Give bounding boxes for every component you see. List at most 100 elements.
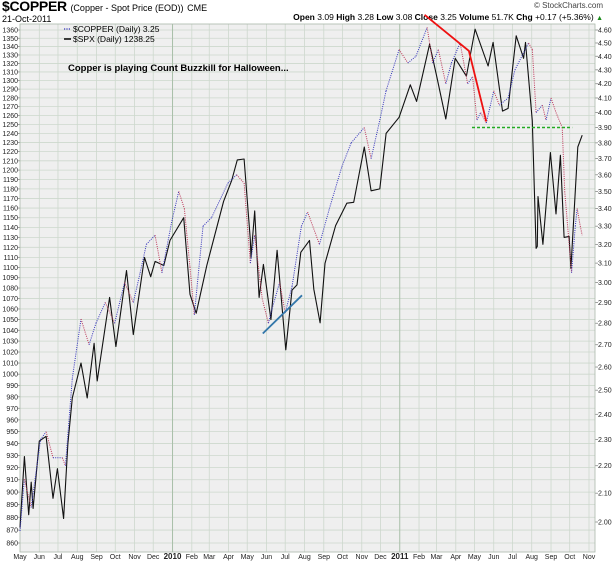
- x-axis-label: Apr: [223, 554, 235, 561]
- x-axis-label: Nov: [128, 554, 141, 561]
- left-axis-label: 1160: [3, 206, 18, 213]
- right-axis-label: 2.80: [598, 321, 612, 328]
- copper-segment: [243, 183, 251, 264]
- legend: $COPPER (Daily) 3.25 $SPX (Daily) 1238.2…: [64, 24, 160, 44]
- left-axis-label: 980: [6, 394, 18, 401]
- symbol: $COPPER: [2, 0, 67, 14]
- blue-trendline: [262, 294, 303, 335]
- copper-segment: [249, 235, 256, 264]
- x-axis-label: Sep: [545, 554, 558, 561]
- x-axis-label: Dec: [374, 554, 387, 561]
- copper-segment: [459, 42, 469, 84]
- copper-segment: [271, 282, 281, 309]
- left-axis-label: 1110: [3, 255, 18, 262]
- x-axis-label: Sep: [90, 554, 103, 561]
- red-trendline: [424, 14, 488, 122]
- copyright[interactable]: © StockCharts.com: [533, 1, 603, 10]
- left-axis-label: 1100: [3, 265, 18, 272]
- x-axis-label: Mar: [430, 554, 443, 561]
- right-axis-label: 3.80: [598, 140, 612, 147]
- x-axis-label: Jul: [281, 554, 290, 561]
- left-axis-label: 1240: [2, 131, 18, 138]
- left-axis-label: 990: [6, 383, 18, 390]
- open-label: Open: [293, 12, 315, 22]
- left-axis-label: 1310: [2, 69, 18, 76]
- left-axis-label: 1180: [3, 186, 18, 193]
- copper-segment: [161, 220, 173, 273]
- copper-segment: [437, 49, 447, 84]
- left-axis-label: 1360: [2, 28, 18, 35]
- left-axis-label: 1080: [2, 286, 18, 293]
- symbol-name: (Copper - Spot Price (EOD)): [70, 3, 184, 13]
- annotation-lines: [262, 14, 573, 335]
- x-axis-label: 2011: [391, 552, 409, 561]
- chart-date: 21-Oct-2011: [2, 14, 52, 24]
- copper-segment: [307, 211, 320, 245]
- copper-segment: [507, 69, 516, 99]
- copper-segment: [254, 235, 263, 299]
- legend-spx: $SPX (Daily) 1238.25: [73, 34, 155, 44]
- copper-segment: [61, 457, 66, 466]
- copper-segment: [574, 208, 578, 227]
- copper-segment: [426, 27, 434, 64]
- copper-segment: [291, 226, 302, 287]
- copper-segment: [476, 112, 482, 121]
- left-axis-label: 1270: [2, 104, 18, 111]
- right-axis-label: 4.40: [598, 54, 612, 61]
- copper-segment: [407, 55, 417, 64]
- copper-segment: [189, 266, 195, 315]
- right-axis-label: 3.00: [598, 280, 612, 287]
- right-axis-label: 3.70: [598, 156, 612, 163]
- x-axis-label: Feb: [413, 554, 425, 561]
- copper-segment: [64, 378, 73, 466]
- x-axis-label: Jul: [508, 554, 517, 561]
- copper-segment: [267, 308, 273, 324]
- left-axis-label: 1320: [2, 61, 18, 68]
- copper-segment: [300, 211, 309, 227]
- left-axis-label: 1190: [3, 177, 18, 184]
- left-axis-label: 1060: [2, 306, 18, 313]
- copper-segment: [279, 282, 286, 313]
- legend-copper: $COPPER (Daily) 3.25: [73, 24, 160, 34]
- right-axis-label: 3.40: [598, 206, 612, 213]
- plot-border: [19, 23, 596, 553]
- copper-segment: [328, 166, 343, 209]
- left-axis-label: 1220: [2, 149, 18, 156]
- left-axis-label: 1250: [2, 122, 18, 129]
- left-axis-label: 940: [6, 441, 18, 448]
- copper-segment: [545, 97, 552, 121]
- high-label: High: [336, 12, 356, 22]
- copper-segment: [550, 97, 557, 113]
- right-axis-label: 4.60: [598, 28, 612, 35]
- x-axis-label: Apr: [450, 554, 462, 561]
- x-axis-label: Aug: [525, 554, 538, 561]
- x-axis-label: May: [241, 554, 255, 561]
- left-axis-label: 1140: [3, 225, 18, 232]
- copper-segment: [318, 208, 330, 245]
- left-axis-label: 880: [6, 515, 18, 522]
- copper-segment: [472, 76, 478, 121]
- high-value: 3.28: [357, 12, 374, 22]
- copper-segment: [23, 479, 32, 508]
- left-axis-label: 1210: [2, 158, 18, 165]
- right-axis-label: 2.90: [598, 300, 612, 307]
- x-axis-label: Oct: [564, 554, 575, 561]
- copper-segment: [576, 208, 581, 227]
- copper-segment: [284, 286, 293, 313]
- right-axis-label: 3.60: [598, 172, 612, 179]
- x-axis-label: Mar: [203, 554, 216, 561]
- x-axis-label: Aug: [298, 554, 311, 561]
- right-axis-label: 4.00: [598, 110, 612, 117]
- volume-label: Volume: [459, 12, 490, 22]
- left-axis-label: 870: [6, 528, 18, 535]
- x-axis-label: Jul: [53, 554, 62, 561]
- copper-segment: [561, 127, 566, 192]
- left-axis-label: 900: [6, 490, 18, 497]
- left-axis-label: 930: [6, 453, 18, 460]
- spx-line: [19, 28, 583, 528]
- x-axis-label: May: [468, 554, 482, 561]
- left-axis-label: 1330: [2, 52, 18, 59]
- x-axis-label: Jun: [261, 554, 272, 561]
- grid-lines: [20, 24, 595, 552]
